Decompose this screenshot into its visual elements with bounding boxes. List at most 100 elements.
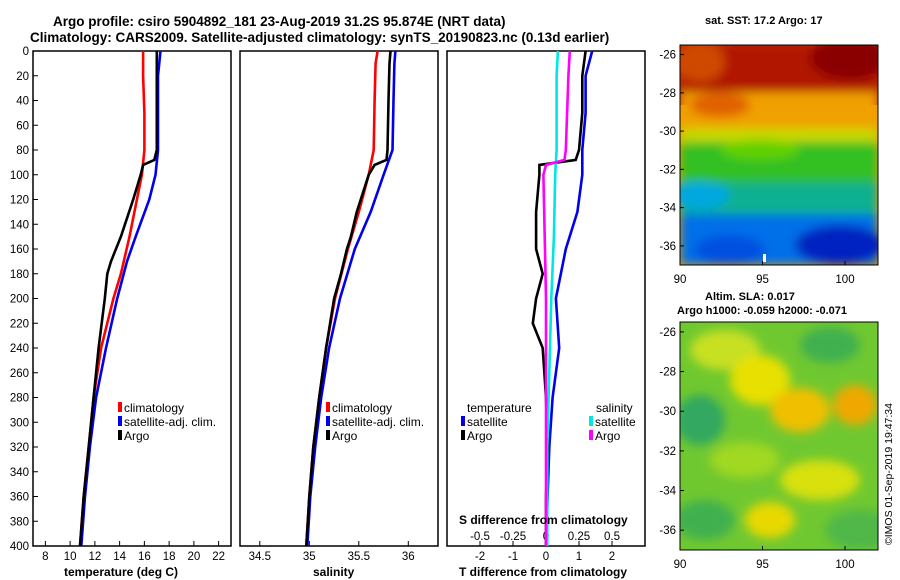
legend-label-climatology: climatology	[124, 401, 184, 415]
map-x-tick-label: 90	[674, 274, 687, 286]
depth-tick-label: 240	[10, 343, 29, 355]
x-tick-label: 34.5	[249, 551, 271, 563]
depth-tick-label: 160	[10, 244, 29, 256]
legend-label-argo: Argo	[332, 429, 358, 443]
depth-tick-label: 280	[10, 393, 29, 405]
depth-tick-label: 60	[16, 120, 29, 132]
sla-map-image	[680, 322, 878, 550]
x-tick-label: -1	[508, 551, 518, 563]
timestamp: ©IMOS 01-Sep-2019 19:47:34	[883, 403, 895, 545]
legend-label-s-argo: Argo	[595, 429, 621, 443]
x-tick-label: 35	[303, 551, 316, 563]
depth-tick-label: 200	[10, 294, 29, 306]
legend-swatch-t-satellite	[461, 416, 465, 426]
salinity-axis-ticks: 34.5 35 35.5 36	[249, 541, 415, 563]
map-x-tick-label: 100	[835, 559, 854, 571]
map-y-tick-label: -28	[659, 88, 676, 100]
sla-map-ticks: 90 95 100 -26 -28 -30 -32 -34 -36	[659, 327, 854, 571]
x-tick-label: 20	[187, 551, 200, 563]
temperature-axis-ticks: 8 10 12 14 16 18 20 22	[42, 541, 225, 563]
legend-swatch-climatology	[326, 402, 330, 412]
argo-location-marker	[763, 254, 766, 262]
x-tick-label: 8	[42, 551, 48, 563]
map-x-tick-label: 100	[835, 274, 854, 286]
x-tick-label: 36	[402, 551, 415, 563]
depth-tick-label: 80	[16, 145, 29, 157]
legend-swatch-climatology	[118, 402, 122, 412]
legend-swatch-satellite	[326, 416, 330, 426]
x-tick-label: 16	[138, 551, 151, 563]
map-y-tick-label: -26	[659, 50, 676, 62]
temperature-panel: 0 20 40 60 80 100 120 140 160 180 200 220 240 260 280 3…	[10, 46, 232, 579]
map-y-tick-label: -30	[659, 126, 676, 138]
sst-map-title: sat. SST: 17.2 Argo: 17	[705, 15, 823, 27]
difference-legend: temperature satellite Argo salinity sate…	[461, 401, 636, 443]
title-line-1: Argo profile: csiro 5904892_181 23-Aug-2…	[53, 14, 505, 29]
depth-tick-label: 0	[23, 46, 29, 58]
salinity-difference-axis-ticks: -0.5 -0.25 0 0.25 0.5	[470, 531, 620, 543]
x-tick-label: 0	[543, 551, 549, 563]
temperature-difference-axis-label: T difference from climatology	[459, 565, 627, 579]
salinity-difference-axis-label: S difference from climatology	[459, 513, 628, 527]
depth-tick-label: 120	[10, 195, 29, 207]
x-tick-label: 12	[88, 551, 101, 563]
series-line-t-satellite	[544, 50, 594, 547]
depth-axis-ticks: 0 20 40 60 80 100 120 140 160 180 200 220 240 260 280 3…	[10, 46, 38, 553]
legend-swatch-argo	[118, 430, 122, 440]
legend-label-t-argo: Argo	[467, 429, 493, 443]
x-tick-label: 2	[609, 551, 615, 563]
legend-swatch-s-satellite	[589, 416, 593, 426]
map-y-tick-label: -34	[659, 486, 676, 498]
legend-swatch-argo	[326, 430, 330, 440]
map-x-tick-label: 90	[674, 559, 687, 571]
depth-tick-label: 180	[10, 269, 29, 281]
series-line-argo	[78, 51, 159, 547]
legend-title-salinity: salinity	[596, 401, 633, 415]
sst-map-image	[680, 45, 878, 265]
sla-map-frame	[679, 321, 879, 551]
map-y-tick-label: -36	[659, 241, 676, 253]
temperature-axis-label: temperature (deg C)	[64, 565, 178, 579]
map-y-tick-label: -28	[659, 367, 676, 379]
legend-label-s-satellite: satellite	[595, 415, 636, 429]
map-x-tick-label: 95	[756, 274, 769, 286]
legend-swatch-s-argo	[589, 430, 593, 440]
sst-map-frame	[679, 44, 879, 266]
depth-tick-label: 320	[10, 442, 29, 454]
x-tick-label: 35.5	[348, 551, 370, 563]
sla-map: Altim. SLA: 0.017 Argo h1000: -0.059 h20…	[659, 291, 879, 571]
salinity-axis-label: salinity	[313, 565, 355, 579]
legend-label-satellite: satellite-adj. clim.	[124, 415, 216, 429]
depth-tick-label: 360	[10, 492, 29, 504]
series-line-s-argo	[542, 50, 572, 546]
salinity-series	[305, 50, 397, 547]
depth-tick-label: 380	[10, 516, 29, 528]
x-tick-label: -2	[475, 551, 485, 563]
s-diff-tick-label: 0.5	[604, 531, 620, 543]
depth-tick-label: 40	[16, 96, 29, 108]
map-x-tick-label: 95	[756, 559, 769, 571]
map-y-tick-label: -32	[659, 446, 676, 458]
temperature-legend: climatology satellite-adj. clim. Argo	[118, 401, 216, 443]
legend-label-climatology: climatology	[332, 401, 392, 415]
legend-title-temperature: temperature	[467, 401, 532, 415]
salinity-panel: 34.5 35 35.5 36 salinity climatology satell…	[239, 50, 439, 579]
temperature-series	[78, 50, 162, 547]
series-line-satellite-adj-clim-	[306, 50, 397, 547]
legend-label-t-satellite: satellite	[467, 415, 508, 429]
sla-map-subtitle: Argo h1000: -0.059 h2000: -0.071	[677, 305, 847, 317]
depth-tick-label: 260	[10, 368, 29, 380]
depth-tick-label: 100	[10, 170, 29, 182]
legend-label-satellite: satellite-adj. clim.	[332, 415, 424, 429]
legend-swatch-t-argo	[461, 430, 465, 440]
s-diff-tick-label: 0.25	[568, 531, 590, 543]
map-y-tick-label: -26	[659, 327, 676, 339]
map-y-tick-label: -30	[659, 406, 676, 418]
legend-swatch-satellite	[118, 416, 122, 426]
title-line-2: Climatology: CARS2009. Satellite-adjuste…	[30, 30, 609, 45]
map-y-tick-label: -34	[659, 203, 676, 215]
x-tick-label: 10	[64, 551, 77, 563]
salinity-legend: climatology satellite-adj. clim. Argo	[326, 401, 424, 443]
sst-map-ticks: 90 95 100 -26 -28 -30 -32 -34 -36	[659, 50, 854, 286]
x-tick-label: 14	[113, 551, 126, 563]
